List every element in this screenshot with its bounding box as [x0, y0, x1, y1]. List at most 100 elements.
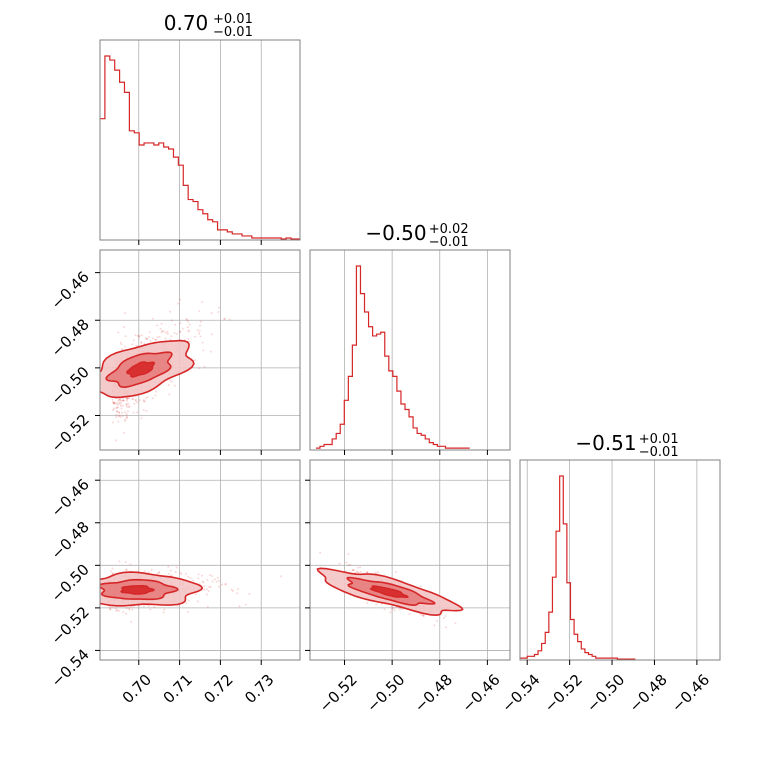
p02-point-209	[179, 571, 182, 574]
p01-point-452	[210, 312, 213, 315]
p01-point-455	[199, 335, 202, 338]
p01-point-620	[185, 317, 188, 320]
p01-point-311	[169, 338, 172, 341]
p01-point-205	[125, 414, 128, 417]
p02-point-155	[244, 603, 247, 606]
p01-point-660	[179, 330, 182, 333]
panel-scatter-p1-p2: −0.52 −0.50 −0.48 −0.46	[305, 459, 511, 716]
p01-point-419	[125, 403, 128, 406]
p12-point-360	[398, 608, 401, 611]
p02-point-215	[114, 607, 117, 610]
p12-point-54	[319, 551, 322, 554]
p01-point-26	[145, 397, 148, 400]
p01-point-535	[133, 402, 136, 405]
p02-point-575	[216, 576, 219, 579]
p12-point-347	[392, 607, 395, 610]
p01-point-11	[161, 330, 164, 333]
p01-point-140	[203, 365, 206, 368]
p01-point-404	[140, 341, 143, 344]
p01-point-534	[116, 410, 119, 413]
p01-point-116	[118, 411, 121, 414]
p02-ytick-label-4: −0.46	[48, 475, 93, 520]
p01-point-267	[158, 335, 161, 338]
p02-point-647	[202, 581, 205, 584]
p01-point-241	[127, 406, 130, 409]
p12-point-397	[444, 614, 447, 617]
p01-point-347	[174, 323, 177, 326]
p02-point-357	[129, 563, 132, 566]
p02-point-159	[217, 579, 220, 582]
p02-point-305	[248, 593, 251, 596]
p02-point-528	[209, 585, 212, 588]
p02-ytick-label-1: −0.52	[48, 603, 93, 648]
p02-point-258	[118, 560, 121, 563]
p02-point-169	[208, 574, 211, 577]
p01-point-285	[154, 394, 157, 397]
p02-point-644	[162, 611, 165, 614]
p01-point-282	[115, 415, 118, 418]
p01-point-631	[121, 404, 124, 407]
p01-point-155	[179, 298, 182, 301]
p01-point-598	[140, 417, 143, 420]
p01-point-147	[126, 416, 129, 419]
p01-point-156	[124, 312, 127, 315]
p12-point-681	[359, 570, 362, 573]
p01-point-645	[143, 400, 146, 403]
p02-point-546	[218, 585, 221, 588]
p02-point-163	[192, 579, 195, 582]
p02-point-450	[207, 590, 210, 593]
p02-point-408	[109, 608, 112, 611]
p12-xtick-label-0: −0.52	[316, 671, 361, 716]
p12-point-255	[351, 569, 354, 572]
p01-point-290	[120, 404, 123, 407]
p12-point-264	[419, 585, 422, 588]
p01-point-114	[140, 341, 143, 344]
p12-point-134	[375, 603, 378, 606]
p01-point-650	[112, 409, 115, 412]
p12-point-444	[422, 614, 425, 617]
p02-point-183	[143, 570, 146, 573]
p01-ytick-label-0: −0.52	[48, 411, 93, 456]
p02-point-407	[175, 566, 178, 569]
panel-hist-p1	[309, 249, 511, 455]
p01-point-474	[120, 407, 123, 410]
p01-point-396	[122, 399, 125, 402]
param-title-2: −0.51	[575, 431, 636, 455]
p01-point-613	[151, 317, 154, 320]
p01-contour-2	[126, 361, 156, 378]
p02-point-598	[208, 586, 211, 589]
p01-point-483	[111, 421, 114, 424]
p01-point-547	[199, 320, 202, 323]
p01-point-151	[198, 367, 201, 370]
p02-xtick-label-0: 0.70	[119, 671, 155, 707]
p02-point-389	[147, 571, 150, 574]
p01-point-141	[166, 332, 169, 335]
p01-point-477	[116, 410, 119, 413]
p01-point-162	[131, 397, 134, 400]
p02-point-481	[110, 570, 113, 573]
p01-point-258	[194, 335, 197, 338]
p01-point-184	[116, 403, 119, 406]
p01-point-275	[125, 397, 128, 400]
p02-point-610	[111, 567, 114, 570]
p01-point-270	[154, 338, 157, 341]
p01-point-104	[128, 397, 131, 400]
p12-point-361	[347, 553, 350, 556]
p22-frame	[519, 459, 721, 661]
p01-frame	[99, 249, 301, 451]
p02-point-185	[200, 574, 203, 577]
p01-point-274	[113, 401, 116, 404]
p01-point-648	[148, 331, 151, 334]
p01-point-246	[131, 343, 134, 346]
p01-point-183	[187, 320, 190, 323]
p01-point-383	[117, 411, 120, 414]
p01-point-63	[223, 317, 226, 320]
p02-point-230	[124, 561, 127, 564]
p12-point-374	[390, 608, 393, 611]
p02-contours	[100, 571, 204, 607]
p01-point-284	[112, 401, 115, 404]
p02-point-275	[205, 588, 208, 591]
p01-point-4	[198, 330, 201, 333]
p12-frame	[309, 459, 511, 661]
p01-contours	[100, 339, 195, 399]
